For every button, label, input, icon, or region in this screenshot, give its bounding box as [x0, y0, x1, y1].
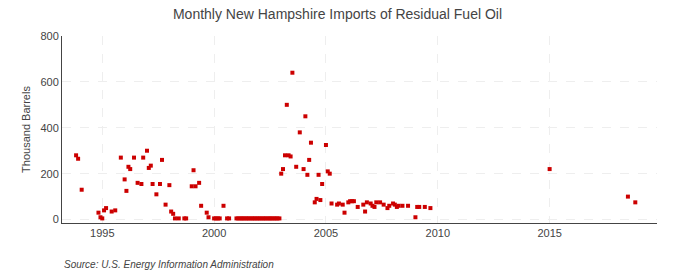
svg-text:Monthly New Hampshire Imports: Monthly New Hampshire Imports of Residua…	[173, 6, 502, 22]
svg-text:Thousand Barrels: Thousand Barrels	[20, 86, 32, 173]
svg-text:2005: 2005	[314, 227, 338, 239]
svg-text:0: 0	[53, 213, 59, 225]
svg-text:2015: 2015	[537, 227, 561, 239]
svg-text:2010: 2010	[426, 227, 450, 239]
svg-text:200: 200	[40, 168, 58, 180]
svg-text:400: 400	[40, 122, 58, 134]
svg-text:2000: 2000	[202, 227, 226, 239]
svg-text:Source: U.S. Energy Informatio: Source: U.S. Energy Information Administ…	[64, 259, 274, 270]
svg-text:600: 600	[40, 76, 58, 88]
svg-text:800: 800	[40, 30, 58, 42]
svg-text:1995: 1995	[90, 227, 114, 239]
